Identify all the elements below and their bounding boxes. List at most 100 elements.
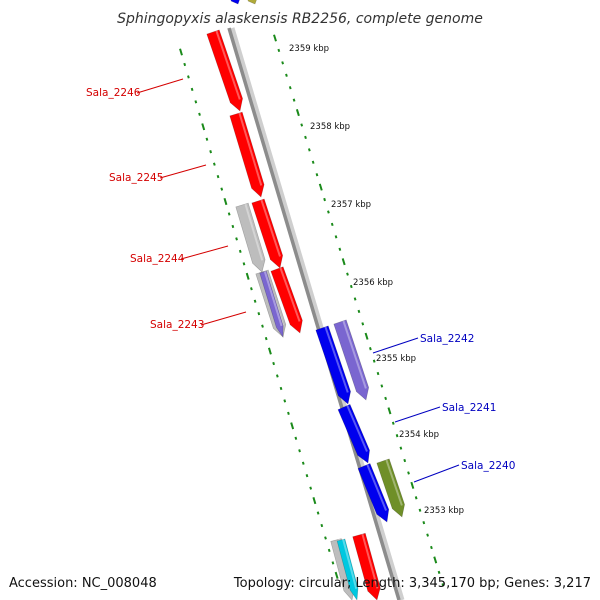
- gene-label-sala-2244[interactable]: Sala_2244: [130, 253, 185, 265]
- left-ruler-tick: [238, 249, 242, 253]
- left-ruler-tick: [301, 461, 305, 465]
- right-ruler-tick: [369, 347, 372, 351]
- gene-arrow-sala-2245-shine: [238, 112, 263, 186]
- left-ruler-tick: [242, 262, 246, 266]
- leader-sala-2241: [394, 406, 441, 423]
- left-ruler-tick: [212, 162, 216, 166]
- left-ruler-tick: [250, 287, 253, 291]
- right-ruler-tick: [403, 458, 407, 463]
- left-ruler-tick: [287, 411, 290, 415]
- left-ruler-tick: [324, 536, 327, 540]
- right-ruler-tick: [281, 61, 284, 65]
- leader-sala-2246: [136, 78, 184, 94]
- gene-arrow-sala-2241: [337, 404, 370, 464]
- right-ruler-tick: [372, 359, 376, 363]
- left-ruler-tick: [245, 272, 250, 280]
- left-ruler-tick: [267, 347, 272, 355]
- right-ruler-tick: [353, 297, 357, 301]
- right-ruler-tick: [307, 148, 311, 152]
- right-ruler-tick: [327, 210, 330, 214]
- left-ruler-tick: [235, 237, 238, 241]
- left-ruler-tick: [253, 299, 257, 303]
- gene-label-sala-2246[interactable]: Sala_2246: [86, 87, 141, 99]
- left-ruler-tick: [312, 497, 317, 505]
- gene-label-sala-2243[interactable]: Sala_2243: [150, 319, 204, 331]
- ruler-tracks: [179, 34, 445, 587]
- left-ruler-tick: [316, 511, 320, 515]
- gene-arrow-bottom-cyan-shine: [342, 539, 358, 590]
- right-ruler-tick: [437, 570, 441, 575]
- right-ruler-tick: [410, 481, 415, 489]
- left-ruler-tick: [298, 449, 301, 453]
- left-ruler-tick: [194, 100, 198, 104]
- ruler-label-2354: 2354 kbp: [399, 430, 439, 440]
- gene-arrow-purple-inner-shine: [263, 271, 283, 327]
- gene-arrow-sala-2240a-shine: [366, 464, 388, 511]
- gene-label-sala-2245[interactable]: Sala_2245: [109, 172, 163, 184]
- right-ruler-tick: [330, 222, 334, 227]
- right-ruler-tick: [285, 73, 288, 77]
- map-title: Sphingopyxis alaskensis RB2256, complete…: [117, 11, 483, 27]
- left-ruler-tick: [275, 374, 279, 378]
- right-ruler-tick: [277, 48, 281, 53]
- gene-label-sala-2240[interactable]: Sala_2240: [461, 460, 515, 472]
- gene-arrow-olive: [376, 458, 405, 518]
- left-ruler-tick: [209, 150, 212, 154]
- right-ruler-tick: [318, 183, 323, 191]
- left-ruler-tick: [294, 436, 298, 440]
- gene-arrow-sala-2240a: [357, 463, 390, 523]
- left-ruler-tick: [190, 87, 194, 92]
- right-ruler-tick: [391, 421, 395, 425]
- gene-arrow-bottom-cyan: [336, 538, 359, 600]
- gene-features: [206, 0, 405, 600]
- gene-arrow-bottom-red-shine: [361, 533, 379, 589]
- right-ruler-tick: [433, 556, 438, 564]
- gene-arrow-bottom-red: [352, 532, 381, 600]
- left-ruler-tick: [216, 174, 220, 179]
- left-ruler-tick: [290, 422, 295, 430]
- gene-label-sala-2241[interactable]: Sala_2241: [442, 402, 496, 414]
- gene-arrow-sala-2241-shine: [346, 405, 368, 452]
- left-ruler-tick: [334, 571, 339, 579]
- right-ruler-tick: [338, 247, 342, 251]
- gene-arrow-purple-inner: [259, 270, 284, 338]
- right-ruler-tick: [426, 533, 429, 537]
- left-ruler-tick: [279, 386, 283, 391]
- right-ruler-tick: [430, 545, 433, 550]
- gene-arrow-sala-2244: [251, 198, 284, 269]
- right-ruler-tick: [346, 272, 349, 276]
- right-ruler-tick: [292, 98, 296, 102]
- right-ruler-tick: [334, 235, 338, 239]
- left-ruler-tick: [331, 561, 335, 565]
- right-ruler-tick: [295, 109, 300, 117]
- leader-sala-2243: [200, 311, 247, 326]
- left-ruler-tick: [283, 399, 287, 403]
- left-ruler-tick: [231, 224, 235, 229]
- gene-arrow-gray-1-shine: [244, 203, 264, 261]
- right-ruler-tick: [380, 384, 384, 388]
- right-ruler-tick: [361, 322, 365, 326]
- gene-label-sala-2242[interactable]: Sala_2242: [420, 333, 474, 345]
- right-ruler-tick: [349, 284, 353, 289]
- gene-arrow-sala-2242: [315, 325, 351, 405]
- right-ruler-tick: [395, 434, 399, 438]
- right-ruler-tick: [364, 332, 369, 340]
- ruler-label-2356: 2356 kbp: [353, 278, 393, 288]
- gene-arrow-sala-2246: [206, 29, 243, 112]
- right-ruler-tick: [418, 508, 422, 512]
- right-ruler-tick: [311, 160, 315, 164]
- left-ruler-tick: [227, 212, 231, 216]
- left-ruler-tick: [198, 112, 201, 116]
- gene-arrow-sala-2246-shine: [215, 30, 241, 100]
- ruler-label-2357: 2357 kbp: [331, 200, 371, 210]
- leader-sala-2245: [159, 164, 207, 179]
- right-ruler-tick: [407, 471, 410, 475]
- left-ruler-tick: [305, 474, 309, 478]
- right-ruler-tick: [357, 309, 361, 314]
- left-ruler-tick: [179, 48, 183, 56]
- gene-arrow-sala-2243: [270, 266, 303, 334]
- left-ruler-tick: [183, 62, 187, 67]
- gene-arrow-sala-2244-shine: [260, 199, 281, 257]
- right-ruler-tick: [441, 583, 445, 587]
- right-ruler-tick: [399, 446, 403, 450]
